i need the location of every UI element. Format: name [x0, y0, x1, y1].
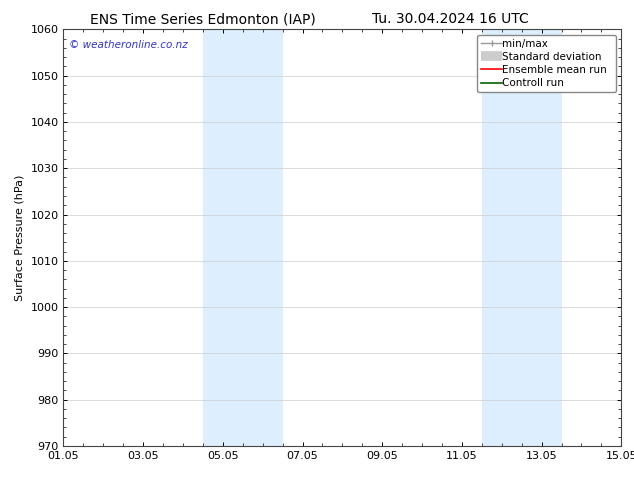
Text: ENS Time Series Edmonton (IAP): ENS Time Series Edmonton (IAP) [90, 12, 316, 26]
Bar [482, 29, 562, 446]
Text: Tu. 30.04.2024 16 UTC: Tu. 30.04.2024 16 UTC [372, 12, 529, 26]
Legend: min/max, Standard deviation, Ensemble mean run, Controll run: min/max, Standard deviation, Ensemble me… [477, 35, 616, 92]
Bar [203, 29, 283, 446]
Y-axis label: Surface Pressure (hPa): Surface Pressure (hPa) [15, 174, 25, 301]
Text: © weatheronline.co.nz: © weatheronline.co.nz [69, 40, 188, 50]
